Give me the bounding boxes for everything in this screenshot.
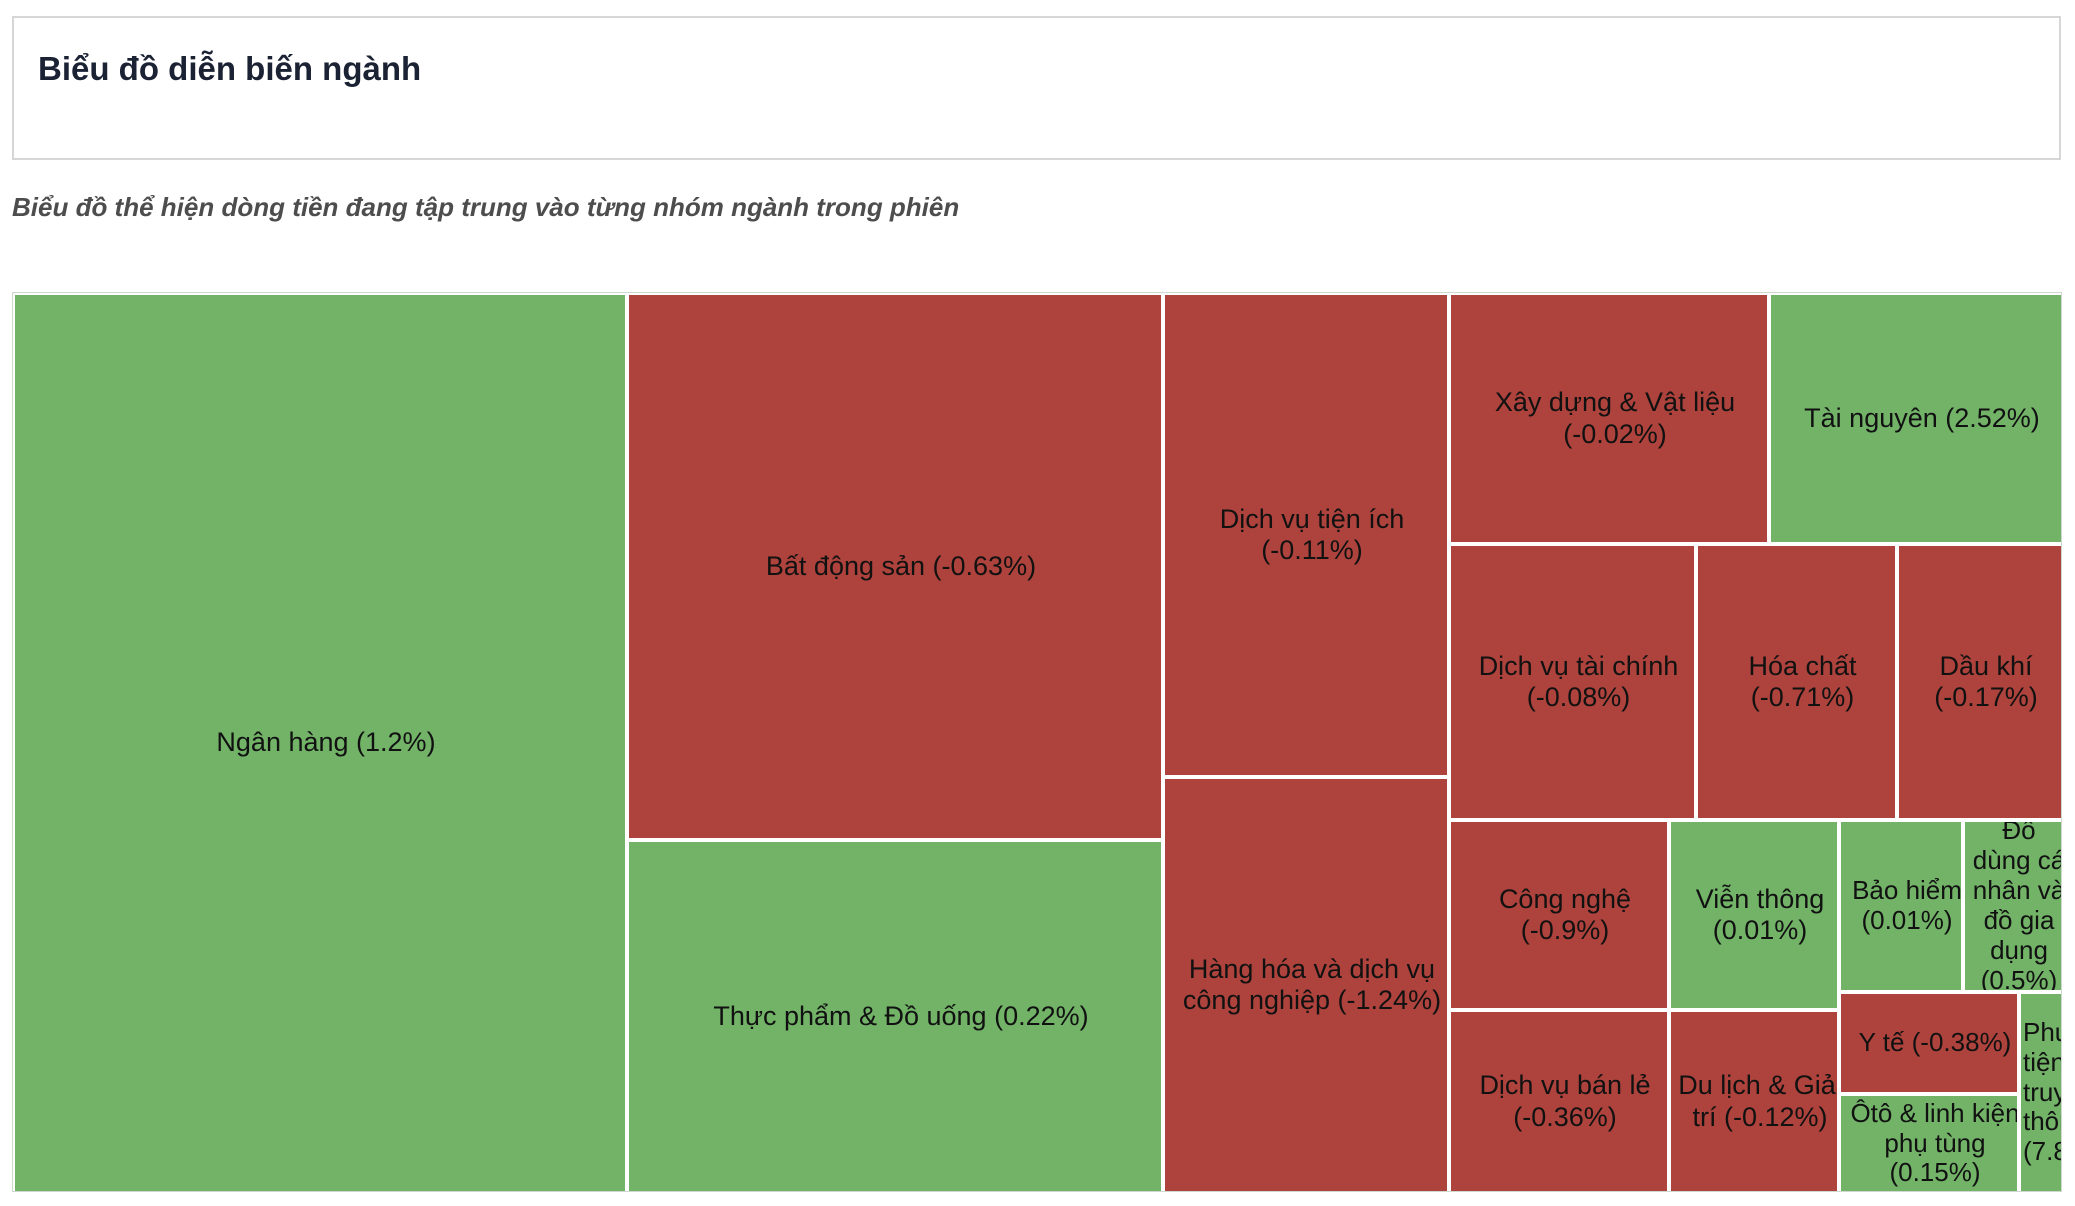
tile-label: Bất động sản (-0.63%) [765,550,1037,581]
tile-label: Tài nguyên (2.52%) [1804,402,2040,433]
tile-label: Viễn thông (0.01%) [1695,883,1825,945]
tile-label: Công nghệ (-0.9%) [1498,883,1632,945]
tile-bao-hiem[interactable]: Bảo hiểm (0.01%) [1839,820,1963,992]
tile-label: Dịch vụ bán lẻ (-0.36%) [1479,1070,1651,1132]
tile-y-te[interactable]: Y tế (-0.38%) [1839,992,2019,1094]
chart-subtitle: Biểu đồ thể hiện dòng tiền đang tập trun… [12,192,960,222]
tile-label: Hàng hóa và dịch vụ công nghiệp (-1.24%) [1182,953,1442,1015]
tile-vien-thong[interactable]: Viễn thông (0.01%) [1669,820,1839,1010]
tile-label: Dịch vụ tài chính (-0.08%) [1478,650,1679,712]
header-panel [12,16,2061,160]
tile-dich-vu-ban-le[interactable]: Dịch vụ bán lẻ (-0.36%) [1449,1010,1669,1191]
tile-label: Y tế (-0.38%) [1858,1027,2012,1058]
tile-tai-nguyen[interactable]: Tài nguyên (2.52%) [1769,293,2061,544]
tile-dich-vu-tai-chinh[interactable]: Dịch vụ tài chính (-0.08%) [1449,544,1696,820]
tile-label: Bảo hiểm (0.01%) [1852,875,1962,935]
tile-dau-khi[interactable]: Dầu khí (-0.17%) [1897,544,2061,820]
tile-du-lich-giai-tri[interactable]: Du lịch & Giải trí (-0.12%) [1669,1010,1839,1191]
tile-oto-linh-kien[interactable]: Ôtô & linh kiện phụ tùng (0.15%) [1839,1094,2019,1191]
tile-label: Dầu khí (-0.17%) [1934,650,2038,712]
sector-treemap: Ngân hàng (1.2%) Bất động sản (-0.63%) Thự… [12,292,2062,1192]
tile-label: Hóa chất (-0.71%) [1748,650,1857,712]
tile-bat-dong-san[interactable]: Bất động sản (-0.63%) [627,293,1163,840]
tile-dich-vu-tien-ich[interactable]: Dịch vụ tiện ích (-0.11%) [1163,293,1449,777]
tile-cong-nghe[interactable]: Công nghệ (-0.9%) [1449,820,1669,1010]
tile-label: Du lịch & Giải trí (-0.12%) [1678,1070,1839,1132]
tile-thuc-pham-do-uong[interactable]: Thực phẩm & Đồ uống (0.22%) [627,840,1163,1191]
tile-ngan-hang[interactable]: Ngân hàng (1.2%) [13,293,627,1191]
tile-label: Xây dựng & Vật liệu (-0.02%) [1494,387,1736,449]
tile-label: Dịch vụ tiện ích (-0.11%) [1219,503,1405,565]
tile-hang-hoa-dich-vu-cong-nghiep[interactable]: Hàng hóa và dịch vụ công nghiệp (-1.24%) [1163,777,1449,1191]
tile-label: Phương tiện truyền thông (7.8 [2023,1016,2062,1167]
tile-label: Thực phẩm & Đồ uống (0.22%) [713,1000,1089,1031]
tile-xay-dung-vat-lieu[interactable]: Xây dựng & Vật liệu (-0.02%) [1449,293,1769,544]
tile-hoa-chat[interactable]: Hóa chất (-0.71%) [1696,544,1897,820]
tile-label: Đồ dùng cá nhân và đồ gia dụng (0.5%) [1972,820,2062,992]
tile-phuong-tien-truyen-thong[interactable]: Phương tiện truyền thông (7.8 [2019,992,2062,1191]
tile-do-dung-ca-nhan[interactable]: Đồ dùng cá nhân và đồ gia dụng (0.5%) [1963,820,2062,992]
page-title: Biểu đồ diễn biến ngành [38,50,422,87]
tile-label: Ôtô & linh kiện phụ tùng (0.15%) [1850,1097,2019,1188]
tile-label: Ngân hàng (1.2%) [216,727,436,758]
